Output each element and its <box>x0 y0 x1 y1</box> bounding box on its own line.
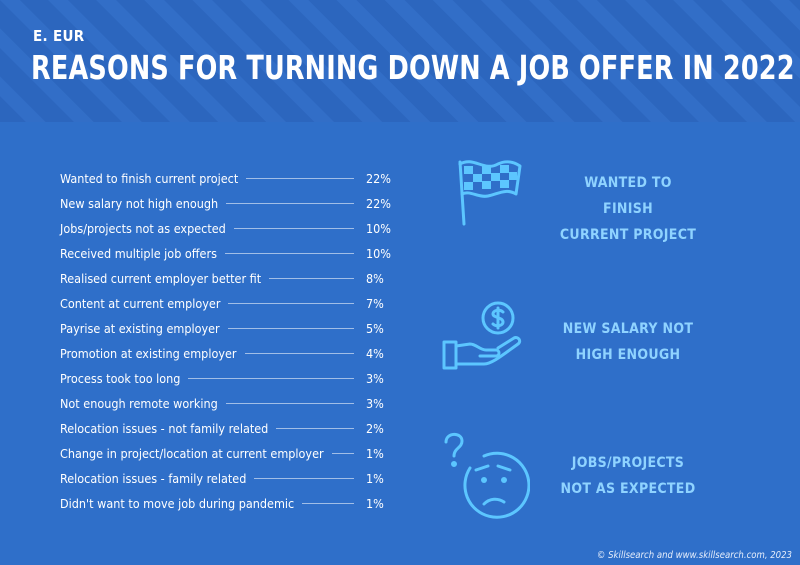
page-title: REASONS FOR TURNING DOWN A JOB OFFER IN … <box>31 48 795 87</box>
leader-line <box>331 453 354 454</box>
reason-row: Payrise at existing employer 5% <box>60 316 390 341</box>
leader-line <box>276 428 354 429</box>
reason-value: 1% <box>366 471 384 486</box>
reason-label: Promotion at existing employer <box>60 346 237 361</box>
eyebrow-label: E. EUR <box>33 27 85 45</box>
reason-row: New salary not high enough 22% <box>60 191 391 216</box>
reason-value: 2% <box>366 421 384 436</box>
reason-label: Relocation issues - not family related <box>60 421 269 436</box>
reason-label: Process took too long <box>60 371 181 386</box>
leader-line <box>269 278 354 279</box>
callout-expectations-text: JOBS/PROJECTS NOT AS EXPECTED <box>560 455 696 497</box>
reason-row: Not enough remote working 3% <box>60 391 390 416</box>
reason-row: Didn't want to move job during pandemic 1… <box>60 491 390 516</box>
copyright-footer: © Skillsearch and www.skillsearch.com, 2… <box>596 550 792 561</box>
leader-line <box>226 203 354 204</box>
leader-line <box>244 353 354 354</box>
leader-line <box>246 178 354 179</box>
leader-line <box>302 503 354 504</box>
reasons-list: Wanted to finish current project 22% New s… <box>60 166 391 516</box>
reason-label: Not enough remote working <box>60 396 218 411</box>
leader-line <box>233 228 354 229</box>
reason-row: Content at current employer 7% <box>60 291 390 316</box>
reason-label: Jobs/projects not as expected <box>60 221 226 236</box>
header-stripes <box>0 0 800 122</box>
reason-row: Realised current employer better fit 8% <box>60 266 390 291</box>
reason-value: 22% <box>366 196 391 211</box>
reason-value: 22% <box>366 171 391 186</box>
reason-label: Change in project/location at current em… <box>60 446 324 461</box>
leader-line <box>225 403 354 404</box>
reason-row: Promotion at existing employer 4% <box>60 341 390 366</box>
callout-salary-text: NEW SALARY NOT HIGH ENOUGH <box>562 321 694 363</box>
checkered-flag-icon <box>458 160 522 226</box>
hand-coin-icon <box>442 301 522 370</box>
reason-value: 4% <box>366 346 384 361</box>
reason-row: Change in project/location at current em… <box>60 441 390 466</box>
leader-line <box>254 478 354 479</box>
reason-row: Received multiple job offers 10% <box>60 241 391 266</box>
leader-line <box>227 328 354 329</box>
leader-line <box>228 303 354 304</box>
reason-row: Relocation issues - family related 1% <box>60 466 390 491</box>
reason-value: 10% <box>366 221 391 236</box>
callout-finish-project: WANTED TO FINISH CURRENT PROJECT <box>440 150 696 243</box>
reason-label: Received multiple job offers <box>60 246 217 261</box>
reason-label: Payrise at existing employer <box>60 321 220 336</box>
reason-value: 1% <box>366 496 384 511</box>
reason-value: 7% <box>366 296 384 311</box>
reason-value: 5% <box>366 321 384 336</box>
confused-face-icon <box>444 432 531 519</box>
reason-label: Wanted to finish current project <box>60 171 239 186</box>
reason-label: Realised current employer better fit <box>60 271 262 286</box>
reason-row: Jobs/projects not as expected 10% <box>60 216 391 241</box>
reason-row: Relocation issues - not family related 2% <box>60 416 390 441</box>
reason-label: Relocation issues - family related <box>60 471 247 486</box>
reason-row: Wanted to finish current project 22% <box>60 166 391 191</box>
leader-line <box>188 378 354 379</box>
reason-label: Content at current employer <box>60 296 221 311</box>
header: E. EUR REASONS FOR TURNING DOWN A JOB OF… <box>0 0 800 122</box>
callout-salary: NEW SALARY NOT HIGH ENOUGH <box>440 298 693 382</box>
reason-label: New salary not high enough <box>60 196 219 211</box>
reason-value: 3% <box>366 396 384 411</box>
reason-value: 1% <box>366 446 384 461</box>
reason-label: Didn't want to move job during pandemic <box>60 496 295 511</box>
callout-expectations: JOBS/PROJECTS NOT AS EXPECTED <box>440 428 695 524</box>
reason-value: 3% <box>366 371 384 386</box>
leader-line <box>224 253 354 254</box>
reason-value: 8% <box>366 271 384 286</box>
callout-finish-project-text: WANTED TO FINISH CURRENT PROJECT <box>559 175 697 243</box>
reason-value: 10% <box>366 246 391 261</box>
reason-row: Process took too long 3% <box>60 366 390 391</box>
